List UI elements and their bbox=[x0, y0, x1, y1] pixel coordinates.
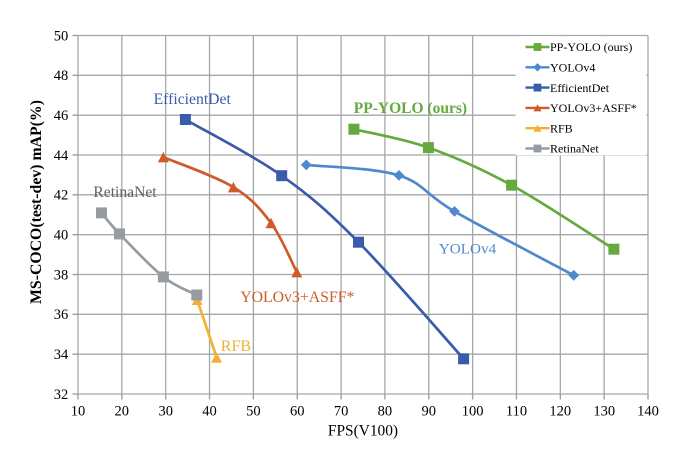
svg-text:RFB: RFB bbox=[221, 338, 251, 355]
svg-text:44: 44 bbox=[54, 148, 69, 164]
svg-text:32: 32 bbox=[54, 387, 69, 403]
svg-text:30: 30 bbox=[158, 404, 173, 420]
svg-text:40: 40 bbox=[54, 228, 69, 244]
svg-text:20: 20 bbox=[115, 404, 130, 420]
svg-text:FPS(V100): FPS(V100) bbox=[328, 422, 398, 439]
svg-text:MS-COCO(test-dev) mAP(%): MS-COCO(test-dev) mAP(%) bbox=[28, 100, 45, 304]
svg-text:YOLOv4: YOLOv4 bbox=[439, 241, 497, 258]
svg-text:50: 50 bbox=[246, 404, 261, 420]
svg-text:40: 40 bbox=[202, 404, 217, 420]
svg-text:EfficientDet: EfficientDet bbox=[154, 91, 232, 108]
svg-text:YOLOv3+ASFF*: YOLOv3+ASFF* bbox=[240, 289, 354, 306]
svg-text:110: 110 bbox=[506, 404, 527, 420]
svg-text:RetinaNet: RetinaNet bbox=[550, 142, 599, 156]
svg-text:10: 10 bbox=[71, 404, 86, 420]
svg-text:RFB: RFB bbox=[550, 121, 573, 135]
svg-text:EfficientDet: EfficientDet bbox=[550, 81, 610, 95]
svg-text:PP-YOLO (ours): PP-YOLO (ours) bbox=[550, 40, 632, 54]
svg-text:50: 50 bbox=[54, 28, 69, 44]
svg-text:YOLOv4: YOLOv4 bbox=[550, 61, 595, 75]
svg-text:42: 42 bbox=[54, 188, 69, 204]
svg-text:120: 120 bbox=[549, 404, 571, 420]
svg-text:100: 100 bbox=[462, 404, 484, 420]
svg-text:60: 60 bbox=[290, 404, 305, 420]
svg-text:36: 36 bbox=[54, 307, 69, 323]
svg-text:90: 90 bbox=[422, 404, 437, 420]
svg-text:70: 70 bbox=[334, 404, 349, 420]
svg-text:34: 34 bbox=[54, 347, 69, 363]
svg-text:YOLOv3+ASFF*: YOLOv3+ASFF* bbox=[550, 101, 637, 115]
svg-text:RetinaNet: RetinaNet bbox=[93, 184, 157, 201]
svg-text:38: 38 bbox=[54, 267, 69, 283]
svg-text:46: 46 bbox=[54, 108, 69, 124]
svg-text:PP-YOLO (ours): PP-YOLO (ours) bbox=[354, 100, 467, 117]
svg-text:140: 140 bbox=[637, 404, 659, 420]
svg-text:48: 48 bbox=[54, 68, 69, 84]
svg-text:80: 80 bbox=[378, 404, 393, 420]
svg-text:130: 130 bbox=[593, 404, 615, 420]
